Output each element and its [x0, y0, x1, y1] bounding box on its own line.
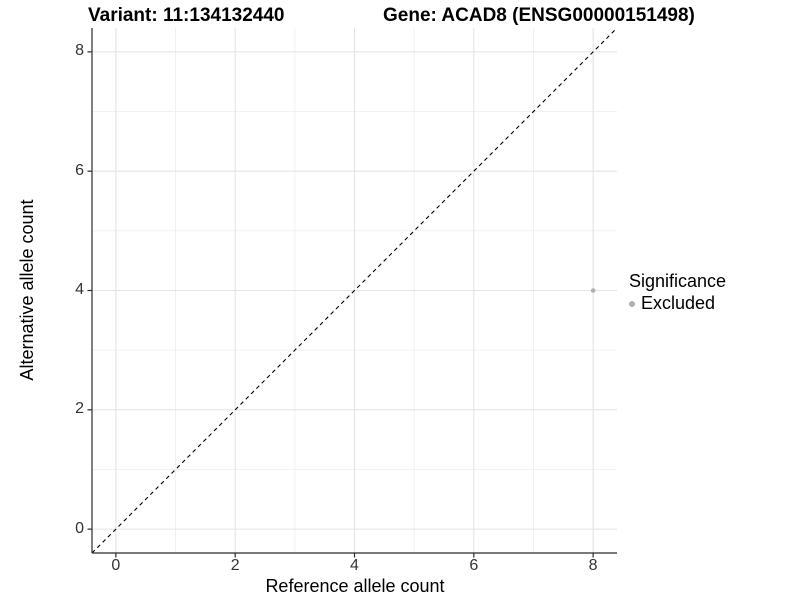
x-tick-label: 4: [350, 557, 359, 574]
legend-title: Significance: [629, 271, 727, 291]
legend: Significance Excluded: [629, 271, 726, 314]
plot-title-gene: Gene: ACAD8 (ENSG00000151498): [383, 5, 695, 26]
identity-line: [91, 27, 618, 554]
data-point: [590, 288, 596, 293]
plot-title-variant: Variant: 11:134132440: [88, 5, 285, 26]
legend-item-excluded: Excluded: [629, 293, 726, 314]
point-swatch-icon: [629, 300, 635, 307]
y-tick-label: 4: [75, 281, 84, 298]
y-tick-label: 6: [75, 161, 84, 179]
y-tick-label: 0: [75, 519, 84, 537]
x-axis-title: Reference allele count: [265, 576, 445, 596]
x-tick-label: 0: [111, 557, 121, 574]
x-tick-label: 8: [588, 557, 598, 574]
y-axis-title: Alternative allele count: [17, 199, 37, 381]
x-tick-label: 6: [469, 557, 479, 574]
y-tick-label: 2: [75, 400, 84, 418]
x-tick-label: 2: [230, 557, 240, 574]
legend-item-label: Excluded: [641, 293, 716, 313]
y-tick-label: 8: [75, 42, 84, 60]
